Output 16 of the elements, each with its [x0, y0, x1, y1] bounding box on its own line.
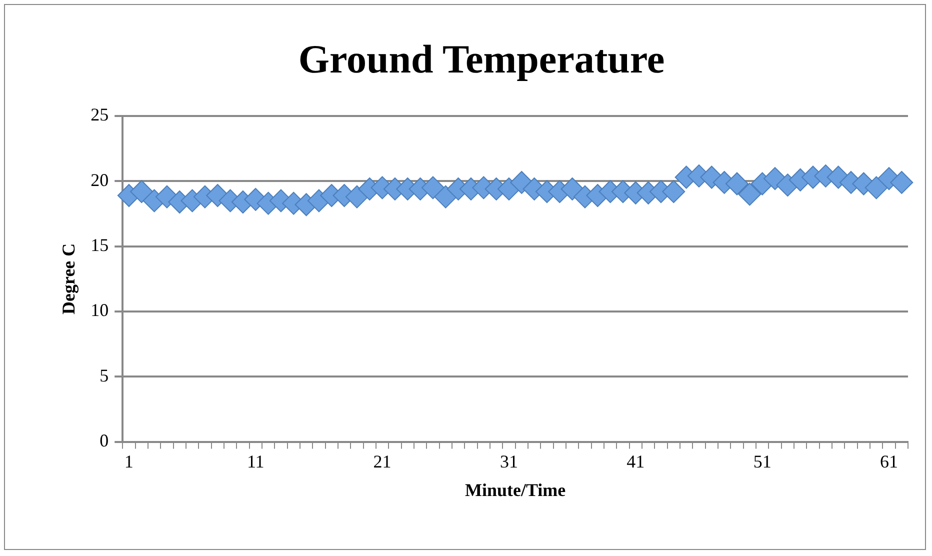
x-tick-label: 61: [880, 451, 898, 472]
y-tick-label: 20: [90, 170, 109, 190]
x-tick-label: 1: [124, 451, 134, 472]
x-tick-label: 31: [500, 451, 518, 472]
x-tick-label: 41: [626, 451, 645, 472]
y-tick-label: 25: [90, 104, 109, 125]
y-tick-label: 10: [90, 300, 109, 320]
y-tick-label: 0: [100, 430, 109, 451]
x-axis-title: Minute/Time: [464, 480, 566, 500]
y-axis-title: Degree C: [58, 243, 78, 314]
y-tick-label: 15: [90, 235, 109, 256]
x-tick-label: 51: [753, 451, 772, 472]
y-tick-label: 5: [100, 365, 109, 386]
x-tick-label: 11: [246, 451, 264, 472]
chart-title: Ground Temperature: [298, 36, 665, 82]
x-tick-label: 21: [373, 451, 392, 472]
